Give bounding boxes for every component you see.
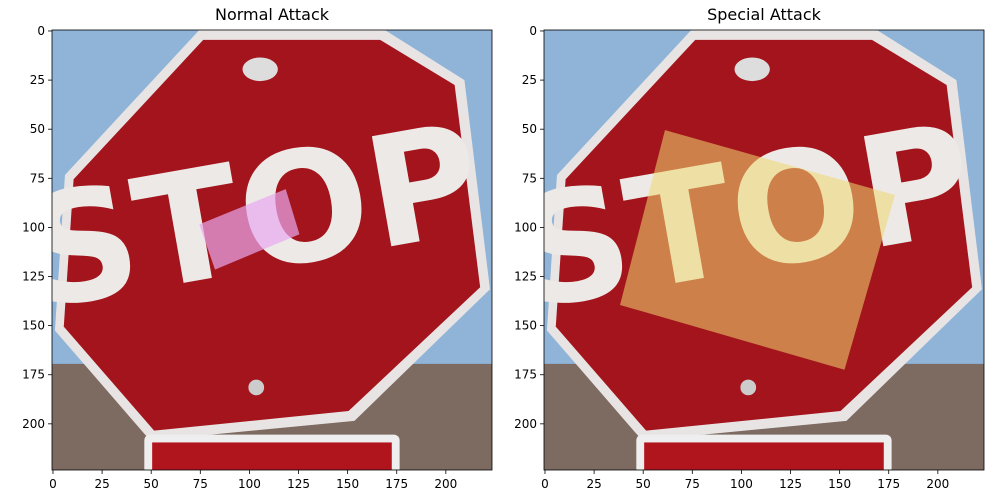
patch — [620, 130, 895, 370]
y-tick-label: 125 — [22, 270, 45, 284]
y-tick-label: 75 — [522, 171, 537, 185]
y-tick-label: 100 — [514, 220, 537, 234]
x-tick-label: 150 — [828, 477, 851, 491]
x-tick-label: 100 — [730, 477, 753, 491]
axes-frame — [543, 29, 985, 471]
x-tick-label: 125 — [287, 477, 310, 491]
x-tick-label: 200 — [926, 477, 949, 491]
x-tick-label: 100 — [238, 477, 261, 491]
x-tick-label: 175 — [385, 477, 408, 491]
x-tick-label: 25 — [94, 477, 109, 491]
y-tick-label: 0 — [529, 24, 537, 38]
x-tick-label: 175 — [877, 477, 900, 491]
y-tick-label: 175 — [22, 368, 45, 382]
x-tick-label: 200 — [434, 477, 457, 491]
x-tick-label: 75 — [193, 477, 208, 491]
patch — [199, 189, 300, 270]
y-tick-label: 100 — [22, 220, 45, 234]
x-tick-label: 25 — [586, 477, 601, 491]
chart-title: Special Attack — [707, 5, 822, 24]
y-tick-label: 200 — [22, 417, 45, 431]
y-tick-label: 0 — [37, 24, 45, 38]
x-tick-label: 0 — [541, 477, 549, 491]
y-tick-label: 75 — [30, 171, 45, 185]
y-tick-label: 150 — [22, 319, 45, 333]
x-tick-label: 75 — [685, 477, 700, 491]
image — [52, 30, 492, 470]
image — [544, 30, 984, 470]
y-tick-label: 125 — [514, 270, 537, 284]
x-tick-label: 125 — [779, 477, 802, 491]
x-tick-label: 50 — [144, 477, 159, 491]
chart-title: Normal Attack — [215, 5, 330, 24]
axes-frame — [51, 29, 493, 471]
y-tick-label: 150 — [514, 319, 537, 333]
x-tick-label: 150 — [336, 477, 359, 491]
y-tick-label: 25 — [522, 73, 537, 87]
y-tick-label: 50 — [30, 122, 45, 136]
y-tick-label: 175 — [514, 368, 537, 382]
y-tick-label: 200 — [514, 417, 537, 431]
x-tick-label: 50 — [636, 477, 651, 491]
y-tick-label: 25 — [30, 73, 45, 87]
y-tick-label: 50 — [522, 122, 537, 136]
x-tick-label: 0 — [49, 477, 57, 491]
